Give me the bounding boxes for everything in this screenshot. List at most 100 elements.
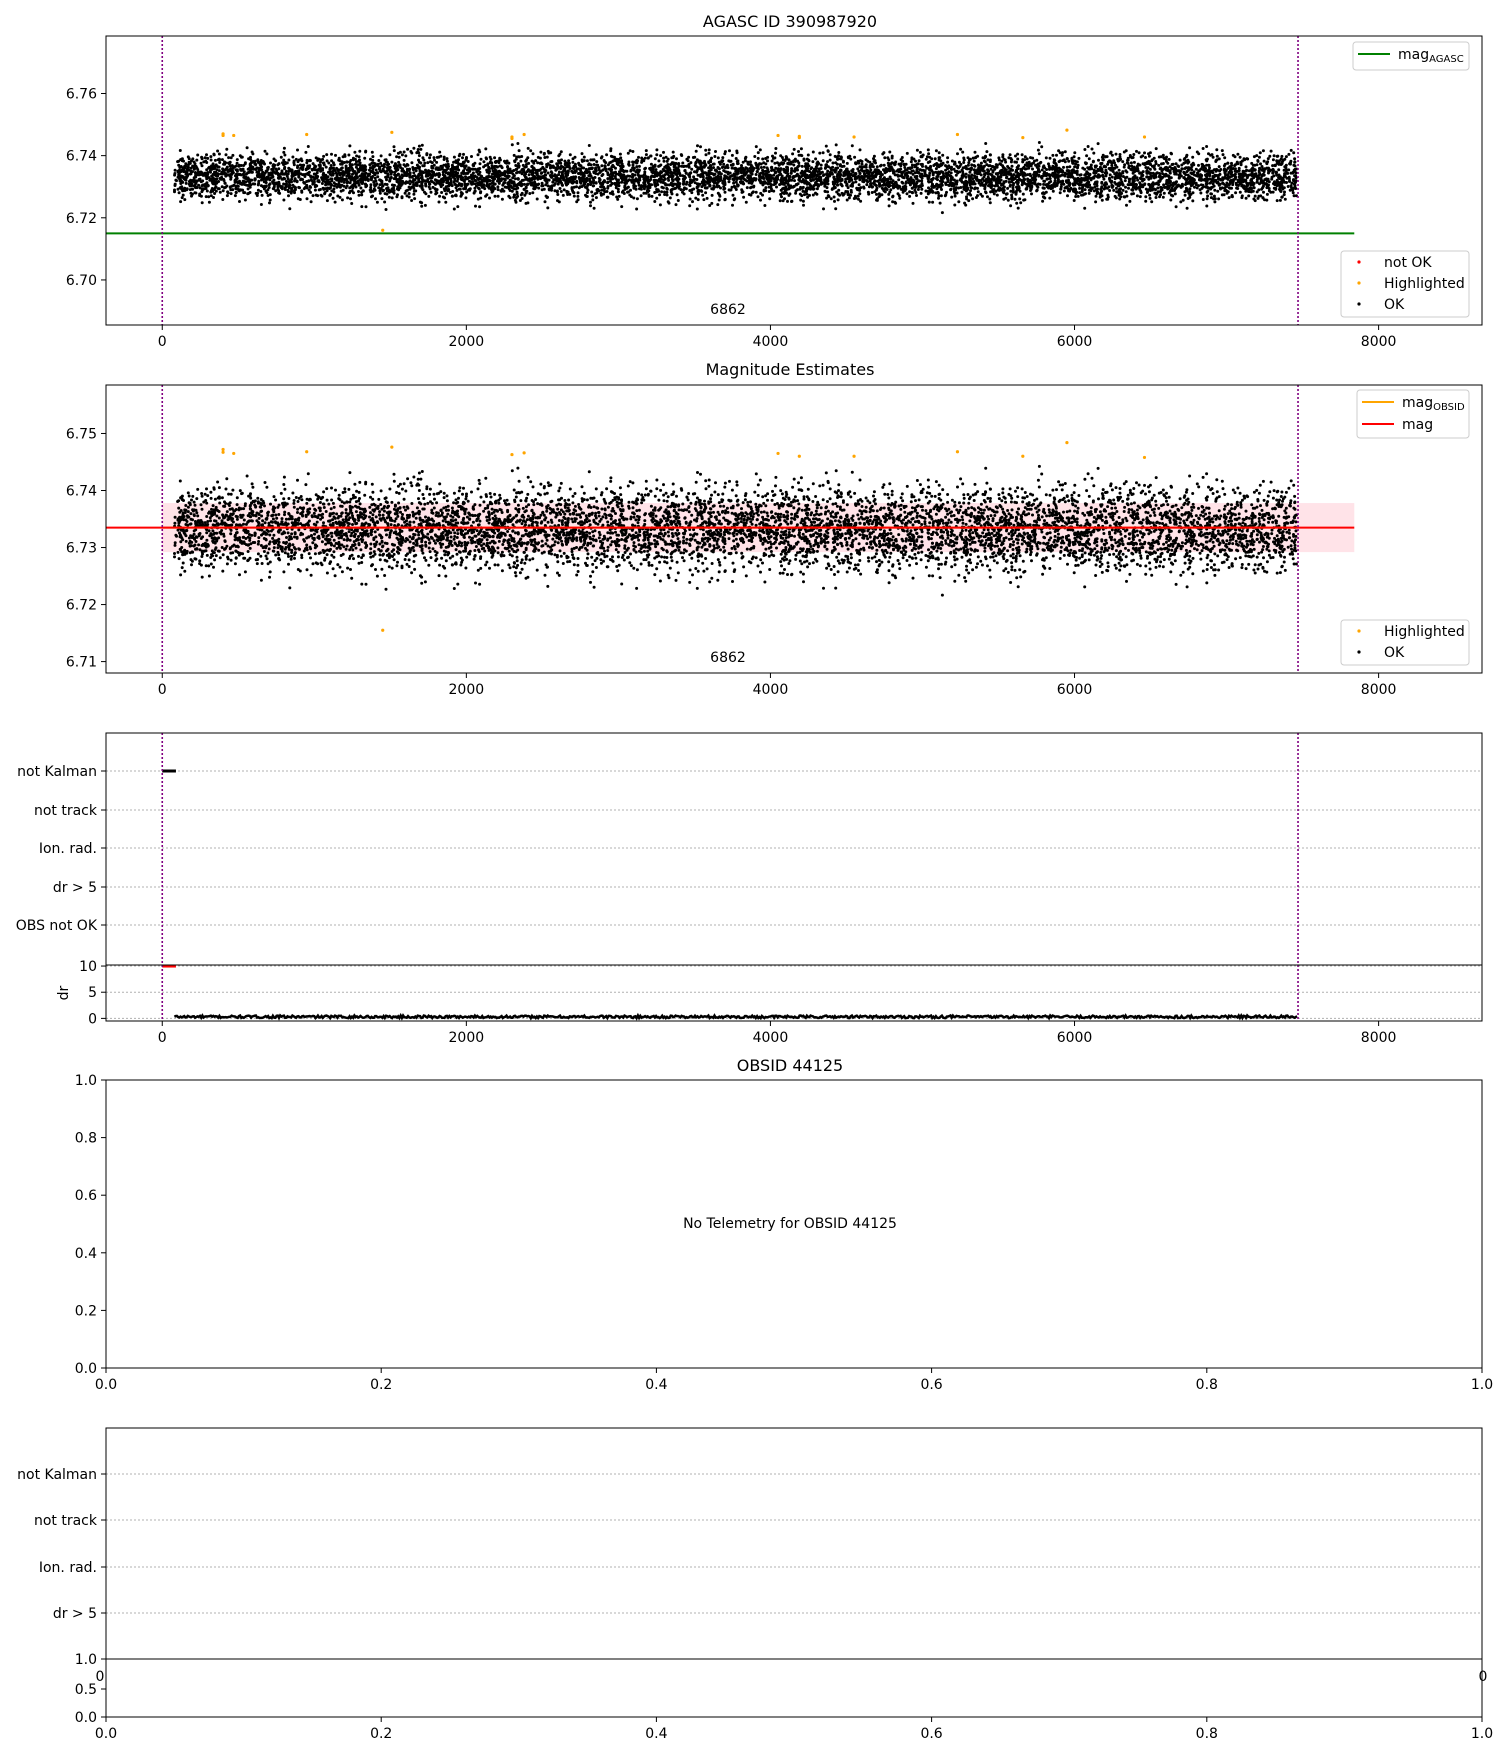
ok-point bbox=[1051, 153, 1055, 157]
ok-point bbox=[493, 194, 497, 198]
ok-point bbox=[1173, 192, 1177, 196]
ok-point bbox=[950, 195, 954, 199]
ok-point bbox=[606, 185, 610, 188]
ok-point bbox=[1199, 183, 1203, 187]
ok-point bbox=[594, 172, 598, 175]
ok-point bbox=[728, 188, 732, 192]
ok-point bbox=[927, 152, 931, 156]
ok-point bbox=[341, 155, 345, 159]
ok-point bbox=[1221, 153, 1225, 157]
ok-point bbox=[594, 153, 598, 157]
ok-point bbox=[811, 193, 815, 197]
ok-point bbox=[650, 194, 654, 198]
ok-point bbox=[652, 178, 656, 182]
ok-point bbox=[1013, 197, 1017, 201]
ok-point bbox=[430, 166, 434, 170]
ok-point bbox=[426, 161, 430, 165]
ok-point bbox=[447, 183, 451, 186]
ok-point bbox=[372, 161, 376, 165]
ok-point bbox=[969, 189, 972, 193]
ok-point bbox=[626, 151, 630, 155]
ok-point bbox=[707, 148, 711, 152]
ok-point bbox=[1135, 194, 1139, 198]
ok-point bbox=[599, 191, 603, 195]
ok-point bbox=[701, 193, 705, 197]
ok-point bbox=[1060, 153, 1064, 157]
ok-point bbox=[790, 167, 794, 171]
ok-point bbox=[543, 156, 547, 159]
ok-point bbox=[1293, 174, 1297, 178]
ok-point bbox=[429, 179, 433, 183]
ok-point bbox=[714, 150, 717, 153]
ok-point bbox=[567, 159, 571, 163]
ok-point bbox=[419, 147, 423, 151]
ok-point bbox=[731, 162, 735, 166]
ok-point bbox=[1062, 189, 1066, 193]
ok-point bbox=[1269, 149, 1273, 153]
ok-point bbox=[1007, 177, 1011, 181]
ok-point bbox=[826, 194, 830, 198]
ok-point bbox=[1220, 149, 1224, 153]
ok-point bbox=[524, 186, 528, 190]
ok-point bbox=[1205, 175, 1209, 179]
ok-point bbox=[1229, 166, 1233, 170]
ok-point bbox=[754, 145, 758, 149]
ok-point bbox=[1205, 145, 1209, 148]
ok-point bbox=[1096, 142, 1100, 146]
ok-point bbox=[468, 187, 472, 191]
ok-point bbox=[218, 190, 222, 194]
ok-point bbox=[877, 169, 881, 173]
ok-point bbox=[1016, 157, 1020, 161]
ok-point bbox=[873, 190, 877, 194]
ok-point bbox=[547, 187, 551, 191]
ok-point bbox=[1121, 160, 1125, 164]
ok-point bbox=[1010, 164, 1014, 168]
ok-point bbox=[832, 195, 836, 199]
ok-point bbox=[325, 199, 329, 203]
ok-point bbox=[577, 186, 581, 190]
ok-point bbox=[1083, 188, 1087, 192]
ok-point bbox=[831, 161, 835, 165]
ok-point bbox=[631, 163, 635, 167]
ok-point bbox=[364, 205, 368, 209]
ok-point bbox=[1207, 152, 1210, 156]
ok-point bbox=[826, 177, 830, 181]
ok-point bbox=[1058, 191, 1062, 195]
ok-point bbox=[527, 173, 531, 177]
ok-point bbox=[445, 157, 449, 161]
ok-point bbox=[1265, 198, 1269, 202]
ok-point bbox=[1124, 185, 1127, 189]
ok-point bbox=[315, 171, 319, 175]
ok-point bbox=[432, 163, 436, 167]
ok-point bbox=[811, 160, 815, 164]
ok-point bbox=[791, 152, 795, 156]
ok-point bbox=[931, 200, 935, 204]
ok-point bbox=[1174, 172, 1178, 176]
ok-point bbox=[1110, 153, 1114, 157]
ok-point bbox=[1021, 192, 1025, 196]
ok-point bbox=[905, 151, 909, 155]
ok-point bbox=[828, 153, 832, 157]
ok-point bbox=[832, 175, 836, 179]
ok-point bbox=[178, 149, 182, 152]
ok-point bbox=[535, 197, 539, 201]
ok-point bbox=[1125, 175, 1129, 179]
ok-point bbox=[1047, 164, 1051, 168]
ok-point bbox=[378, 191, 382, 195]
ok-point bbox=[300, 189, 304, 193]
ok-point bbox=[186, 163, 190, 167]
ok-point bbox=[635, 207, 639, 211]
ok-point bbox=[407, 192, 411, 195]
ok-point bbox=[342, 161, 346, 164]
ok-point bbox=[438, 150, 442, 154]
ok-point bbox=[761, 157, 765, 161]
ok-point bbox=[351, 158, 355, 162]
ok-point bbox=[931, 173, 935, 177]
ok-point bbox=[461, 176, 465, 180]
ok-point bbox=[314, 156, 318, 160]
ok-point bbox=[552, 178, 556, 182]
ok-point bbox=[329, 164, 333, 167]
ok-point bbox=[1040, 174, 1044, 178]
ok-point bbox=[1090, 147, 1094, 151]
